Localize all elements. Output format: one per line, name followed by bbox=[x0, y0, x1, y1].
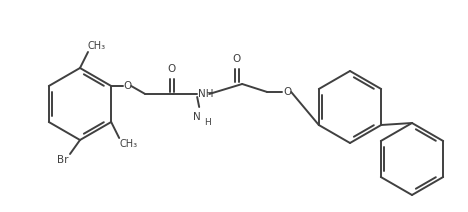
Text: CH₃: CH₃ bbox=[88, 41, 106, 51]
Text: Br: Br bbox=[57, 155, 68, 165]
Text: O: O bbox=[283, 87, 291, 97]
Text: H: H bbox=[204, 118, 211, 127]
Text: O: O bbox=[167, 64, 176, 74]
Text: CH₃: CH₃ bbox=[119, 139, 137, 149]
Text: NH: NH bbox=[198, 89, 214, 99]
Text: N: N bbox=[193, 112, 201, 122]
Text: O: O bbox=[123, 81, 132, 91]
Text: O: O bbox=[232, 54, 240, 64]
